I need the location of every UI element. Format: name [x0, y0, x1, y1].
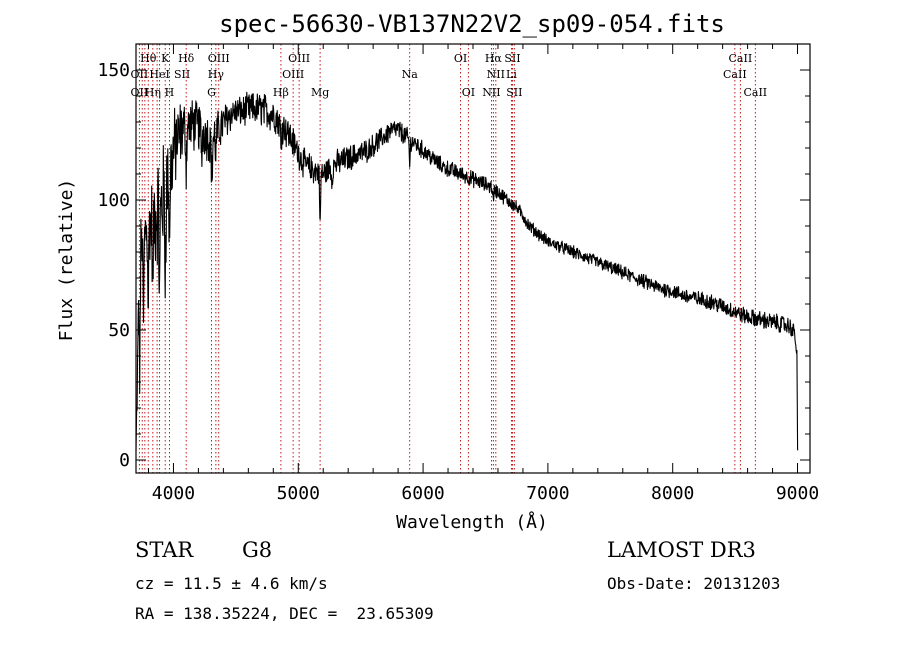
line-label: OIII	[282, 68, 304, 81]
line-label: H	[165, 86, 175, 99]
x-tick-label: 4000	[152, 483, 195, 504]
line-label: HeI	[149, 68, 169, 81]
flux-series-line	[135, 91, 799, 451]
line-label: SII	[174, 68, 190, 81]
x-tick-label: 7000	[526, 483, 569, 504]
line-label: SII	[506, 86, 522, 99]
object-class: STAR	[135, 538, 194, 562]
line-label: CaII	[723, 68, 747, 81]
line-label: G	[207, 86, 216, 99]
line-label: OIII	[208, 52, 230, 65]
line-label: NII	[487, 68, 505, 81]
line-label: Hη	[145, 86, 161, 99]
line-label: Hδ	[178, 52, 195, 65]
x-tick-label: 5000	[277, 483, 320, 504]
object-subclass: G8	[242, 538, 273, 562]
x-axis-ticks: 4000 5000 6000 7000 8000 9000	[147, 44, 819, 504]
line-label: CaII	[729, 52, 753, 65]
y-axis-ticks: 0 50 100 150	[97, 60, 810, 471]
chart-title: spec-56630-VB137N22V2_sp09-054.fits	[219, 10, 725, 38]
line-label: OII	[131, 86, 149, 99]
y-tick-label: 100	[97, 190, 130, 211]
line-label: Na	[402, 68, 419, 81]
line-label: Li	[506, 68, 517, 81]
line-label: OIII	[288, 52, 310, 65]
y-tick-label: 50	[108, 320, 130, 341]
line-label: OII	[131, 68, 149, 81]
line-label: Hβ	[273, 86, 289, 99]
line-label: NII	[482, 86, 500, 99]
reference-lines	[138, 44, 756, 473]
survey-name: LAMOST DR3	[607, 538, 756, 562]
line-label: OI	[454, 52, 467, 65]
coords-text: RA = 138.35224, DEC = 23.65309	[135, 604, 434, 623]
x-tick-label: 8000	[651, 483, 694, 504]
y-tick-label: 150	[97, 60, 130, 81]
line-label: Hγ	[208, 68, 225, 81]
line-label: Hθ	[140, 52, 157, 65]
x-tick-label: 9000	[776, 483, 819, 504]
redshift-text: cz = 11.5 ± 4.6 km/s	[135, 574, 328, 593]
x-axis-label: Wavelength (Å)	[396, 511, 548, 533]
line-label: CaII	[743, 86, 767, 99]
line-label: SII	[504, 52, 520, 65]
line-label: Mg	[311, 86, 329, 99]
obs-date-text: Obs-Date: 20131203	[607, 574, 781, 593]
y-tick-label: 0	[119, 450, 130, 471]
line-label: Hα	[485, 52, 503, 65]
x-tick-label: 6000	[401, 483, 444, 504]
line-label: OI	[462, 86, 475, 99]
line-label: K	[161, 52, 170, 65]
y-axis-label: Flux (relative)	[56, 179, 77, 342]
